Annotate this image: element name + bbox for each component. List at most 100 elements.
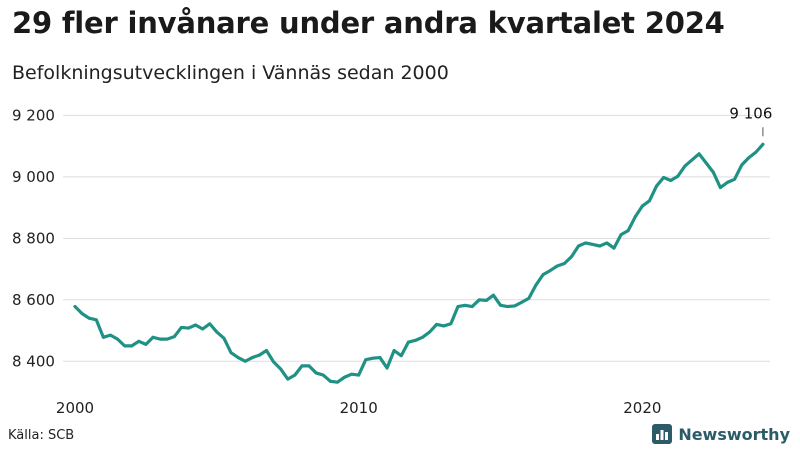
- data-point: [506, 305, 510, 308]
- data-point: [364, 358, 368, 362]
- data-point: [534, 283, 538, 287]
- data-point: [548, 269, 552, 272]
- data-point: [137, 339, 141, 343]
- data-point: [499, 303, 502, 307]
- series-group: [73, 142, 765, 384]
- y-tick-label: 8 400: [12, 352, 55, 370]
- data-point: [726, 180, 729, 184]
- data-point: [740, 163, 744, 167]
- data-point: [520, 300, 524, 304]
- data-point: [307, 364, 311, 368]
- data-point: [456, 305, 460, 308]
- x-tick-label: 2020: [623, 399, 661, 417]
- data-point: [513, 304, 517, 308]
- data-point: [350, 372, 353, 376]
- data-point: [463, 303, 467, 307]
- data-point: [435, 322, 439, 326]
- data-point: [109, 333, 112, 337]
- annotation-label: 9 106: [729, 104, 772, 122]
- chart-title: 29 fler invånare under andra kvartalet 2…: [12, 6, 725, 40]
- data-point: [399, 354, 403, 358]
- data-point: [598, 244, 602, 248]
- data-point: [626, 229, 630, 233]
- data-point: [562, 262, 566, 265]
- data-point: [683, 164, 687, 168]
- chart-subtitle: Befolkningsutvecklingen i Vännäs sedan 2…: [12, 62, 449, 84]
- data-point: [385, 366, 389, 370]
- data-point: [662, 176, 666, 179]
- data-point: [406, 340, 410, 344]
- data-point: [648, 199, 651, 203]
- data-point: [747, 156, 751, 160]
- data-point: [541, 273, 545, 276]
- brand-logo: Newsworthy: [652, 424, 790, 444]
- data-point: [293, 373, 297, 377]
- y-tick-label: 9 000: [12, 168, 55, 186]
- data-point: [421, 335, 424, 339]
- data-point: [343, 375, 346, 379]
- annotation-group: 9 106: [729, 104, 772, 137]
- data-point: [116, 337, 119, 341]
- data-point: [711, 170, 715, 174]
- y-tick-label: 8 600: [12, 291, 55, 309]
- data-point: [279, 367, 283, 371]
- data-point: [619, 233, 623, 237]
- data-point: [704, 161, 708, 165]
- data-point: [300, 364, 304, 368]
- y-axis-ticks: 8 400 8 600 8 800 9 000 9 200: [12, 106, 55, 370]
- data-point: [605, 241, 609, 245]
- x-tick-label: 2010: [340, 399, 378, 417]
- data-point: [123, 344, 127, 348]
- bar-chart-icon: [652, 424, 673, 444]
- data-point: [449, 322, 453, 326]
- data-point: [492, 293, 495, 297]
- data-point: [640, 204, 644, 208]
- data-point: [584, 241, 588, 245]
- data-point: [158, 337, 162, 341]
- gridlines: [63, 114, 770, 362]
- data-point: [215, 330, 219, 334]
- data-point: [250, 356, 254, 359]
- data-point: [165, 337, 169, 341]
- data-point: [470, 305, 474, 308]
- data-point: [187, 326, 190, 330]
- x-axis-ticks: 2000 2010 2020: [56, 399, 662, 417]
- data-point: [172, 335, 176, 339]
- data-point: [101, 335, 105, 339]
- data-point: [442, 324, 446, 328]
- data-point: [80, 312, 84, 316]
- data-point: [229, 351, 233, 355]
- data-point: [371, 356, 375, 360]
- data-point: [272, 360, 275, 364]
- data-point: [208, 322, 212, 326]
- data-point: [754, 150, 758, 154]
- data-point: [151, 335, 155, 339]
- y-tick-label: 9 200: [12, 106, 55, 124]
- data-point: [87, 316, 91, 320]
- data-point: [477, 298, 481, 302]
- data-point: [527, 296, 531, 300]
- data-point: [612, 246, 616, 250]
- data-point: [690, 158, 694, 162]
- data-point: [265, 349, 268, 352]
- data-point: [555, 264, 559, 268]
- data-point: [697, 152, 701, 156]
- data-point: [194, 323, 197, 327]
- series-line: [73, 142, 765, 384]
- data-point: [392, 349, 396, 352]
- data-point: [130, 344, 134, 348]
- data-point: [655, 184, 658, 188]
- data-point: [484, 299, 488, 302]
- data-point: [73, 305, 77, 308]
- data-point: [633, 215, 637, 219]
- data-point: [328, 379, 332, 383]
- data-point: [314, 371, 318, 375]
- data-point: [179, 326, 183, 329]
- data-point: [428, 330, 431, 334]
- data-point: [335, 380, 339, 384]
- data-point: [286, 377, 290, 381]
- source-label: Källa: SCB: [8, 428, 75, 443]
- data-point: [201, 327, 205, 331]
- x-tick-label: 2000: [56, 399, 94, 417]
